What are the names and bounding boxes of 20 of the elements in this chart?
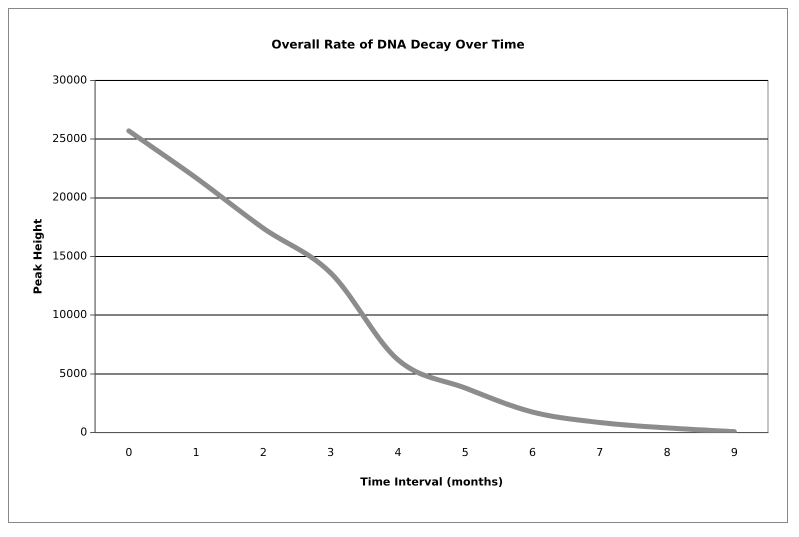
y-tick-label: 15000	[52, 249, 88, 262]
x-tick-label: 4	[394, 446, 402, 460]
y-tick-label: 5000	[59, 366, 88, 380]
y-tick-label: 10000	[52, 308, 88, 322]
x-tick-label: 8	[664, 446, 671, 460]
x-tick-label: 5	[462, 446, 469, 460]
x-tick-label: 7	[596, 446, 604, 460]
y-tick-label: 25000	[52, 132, 88, 145]
y-tick-label: 0	[80, 425, 88, 438]
y-tick-label: 20000	[52, 190, 88, 204]
y-axis-title: Peak Height	[31, 218, 44, 294]
x-axis-title: Time Interval (months)	[360, 475, 504, 488]
x-tick-label: 2	[260, 446, 267, 460]
chart-title: Overall Rate of DNA Decay Over Time	[271, 37, 525, 52]
x-tick-label: 6	[529, 446, 536, 460]
y-tick-label: 30000	[52, 73, 88, 86]
x-tick-label: 1	[192, 446, 200, 460]
x-tick-label: 9	[730, 446, 738, 460]
x-tick-label: 0	[125, 446, 132, 460]
x-tick-label: 3	[327, 446, 334, 460]
